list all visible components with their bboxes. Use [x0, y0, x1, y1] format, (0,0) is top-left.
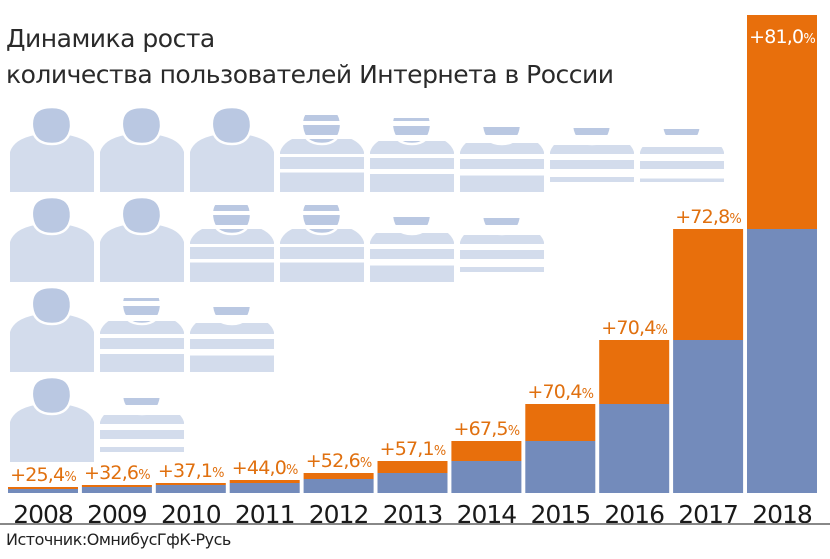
- person-icon: [10, 285, 94, 372]
- person-icon: [100, 105, 184, 192]
- data-label: +70,4%: [601, 317, 667, 339]
- bar-growth-2016: [599, 340, 670, 404]
- data-label: +44,0%: [232, 457, 298, 479]
- source-note: Источник:ОмнибусГфК-Русь: [6, 530, 231, 549]
- bar-previous-2008: [8, 489, 78, 493]
- person-icon: [639, 105, 725, 194]
- bar-previous-2009: [81, 487, 152, 493]
- person-icon: [100, 195, 184, 282]
- chart-title-line-2: количества пользователей Интернета в Рос…: [6, 60, 614, 89]
- data-label: +67,5%: [454, 418, 520, 440]
- bar-previous-2010: [155, 485, 226, 493]
- data-label: +52,6%: [306, 450, 372, 472]
- person-icon: [10, 105, 94, 192]
- bar-previous-2012: [303, 479, 374, 493]
- bar-growth-2014: [451, 441, 522, 461]
- person-icon: [99, 285, 185, 372]
- bar-previous-2018: [747, 229, 817, 493]
- bar-growth-2015: [525, 404, 596, 441]
- bar-growth-2008: [8, 487, 78, 489]
- bar-growth-2011: [229, 480, 300, 483]
- person-icon: [279, 195, 365, 282]
- person-icon: [459, 105, 545, 192]
- bar-growth-2009: [81, 485, 152, 487]
- person-icon: [10, 375, 94, 462]
- bar-previous-2013: [377, 473, 448, 493]
- data-label: +37,1%: [158, 460, 224, 482]
- person-icon: [279, 105, 365, 192]
- bar-previous-2015: [525, 441, 596, 493]
- data-label: +70,4%: [527, 381, 593, 403]
- person-icon: [189, 285, 275, 372]
- person-icon: [549, 105, 635, 194]
- bar-growth-2010: [155, 483, 226, 485]
- bar-previous-2016: [599, 404, 670, 493]
- bar-growth-2012: [303, 473, 374, 479]
- person-icon: [99, 375, 185, 464]
- person-icon: [369, 105, 455, 192]
- bar-previous-2014: [451, 461, 522, 493]
- data-label: +72,8%: [675, 206, 741, 228]
- data-label: +81,0%: [749, 26, 815, 48]
- baseline-divider: [0, 523, 830, 525]
- bar-growth-2017: [673, 229, 744, 340]
- person-icon: [190, 105, 274, 192]
- person-icon: [459, 195, 545, 284]
- bar-growth-2018: [747, 15, 817, 229]
- bar-previous-2011: [229, 483, 300, 493]
- bar-previous-2017: [673, 340, 744, 493]
- data-label: +57,1%: [380, 438, 446, 460]
- bar-growth-2013: [377, 461, 448, 473]
- person-icon: [10, 195, 94, 282]
- person-icon: [369, 195, 455, 282]
- chart-title-line-1: Динамика роста: [6, 24, 215, 53]
- data-label: +32,6%: [84, 462, 150, 484]
- person-icon: [189, 195, 275, 282]
- data-label: +25,4%: [10, 464, 76, 486]
